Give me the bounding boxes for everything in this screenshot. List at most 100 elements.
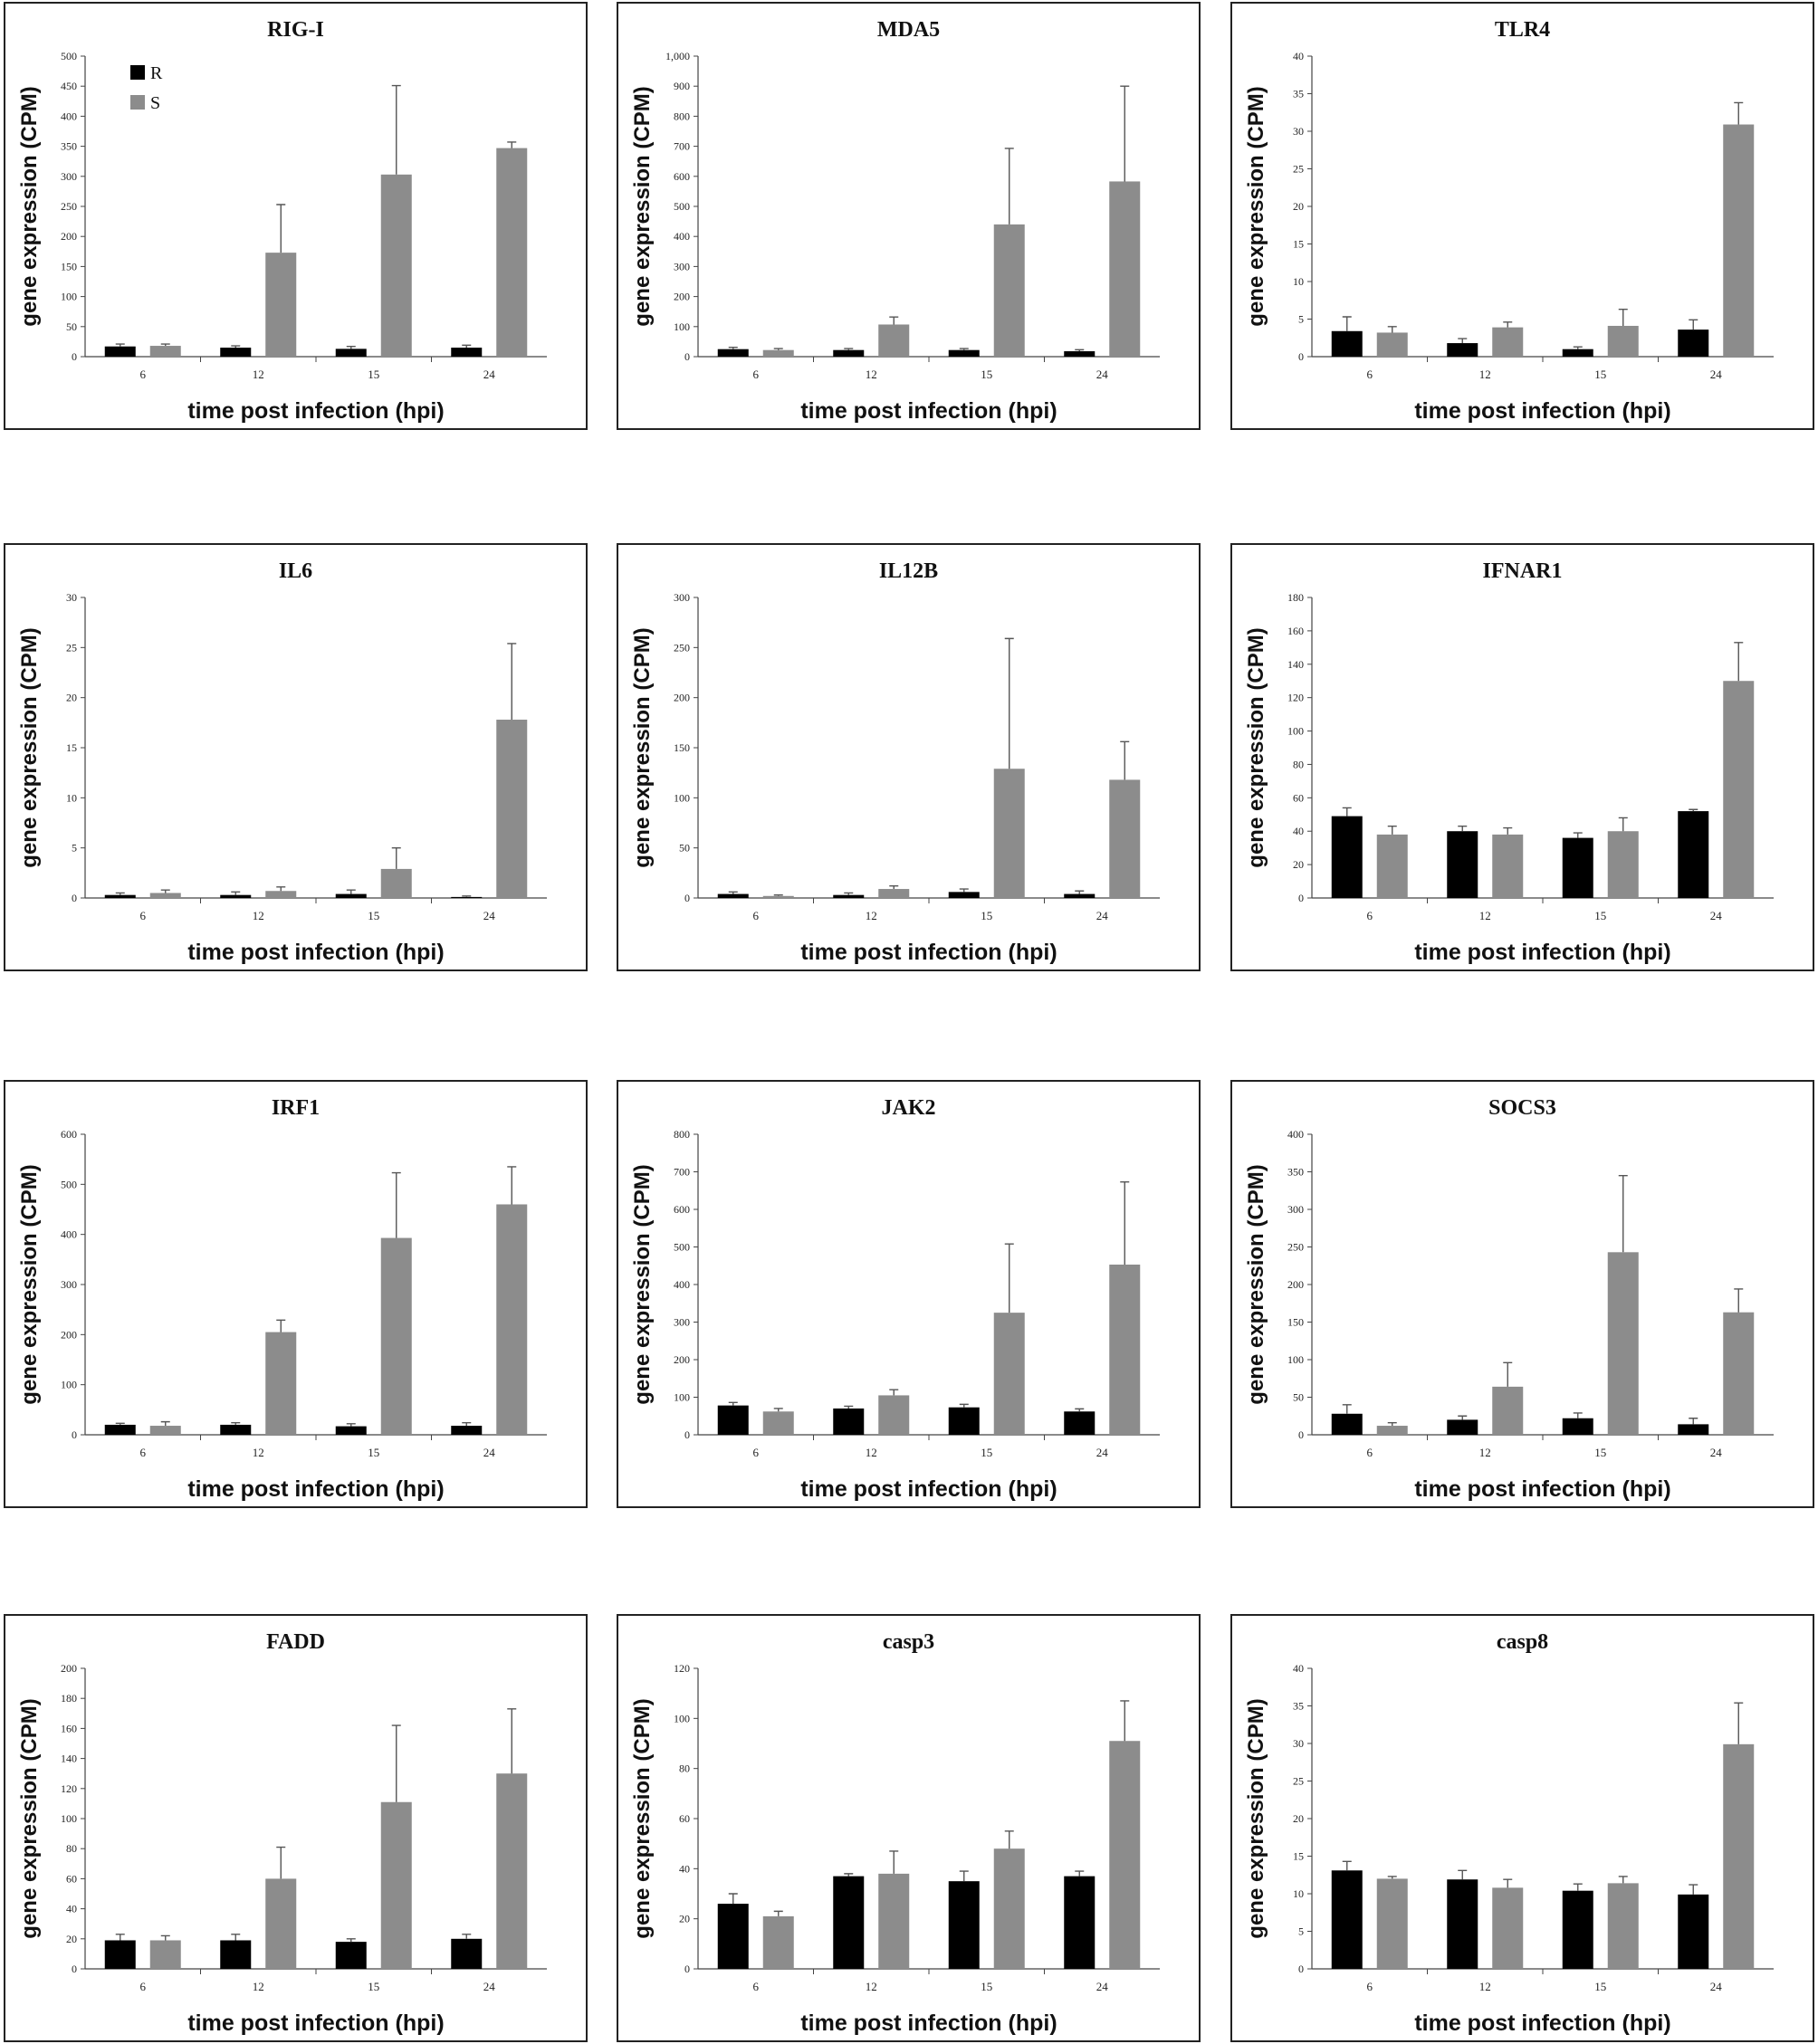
bar-R [1331,816,1363,898]
bar-S [496,720,528,898]
chart-title: SOCS3 [1488,1096,1556,1120]
y-tick-label: 300 [61,1278,77,1291]
error-bar [1387,1876,1397,1879]
error-bar [959,1870,969,1882]
x-axis-label: time post infection (hpi) [1414,2011,1670,2036]
chart-panel: IRF1 0 100 200 300 400 500 600 gene expression (… [4,1080,588,1508]
bar-S [762,895,794,898]
x-tick-label: 24 [483,909,496,922]
y-tick-label: 35 [1293,88,1304,100]
y-tick-label: 10 [1293,1887,1304,1900]
bar-S [1607,1883,1639,1969]
error-bar [507,1166,517,1205]
error-bar [889,1850,899,1874]
error-bar [1734,1702,1744,1744]
x-tick-label: 6 [1367,368,1373,381]
y-tick-label: 400 [61,110,77,122]
error-bar [1004,1830,1014,1849]
error-bar [391,1171,401,1238]
y-axis-label: gene expression (CPM) [1244,86,1268,326]
chart-title: casp8 [1497,1630,1548,1654]
error-bar [1075,1408,1085,1412]
error-bar [1458,338,1468,344]
y-tick-label: 120 [61,1782,77,1795]
x-tick-label: 15 [1594,909,1606,922]
y-tick-label: 200 [674,1353,690,1366]
y-tick-label: 30 [66,591,77,604]
error-bar [1075,890,1085,894]
chart-panel: casp8 0 5 10 15 20 25 30 35 40 gene expression (CP… [1230,1614,1814,2042]
error-bar [1689,1418,1698,1425]
bar-S [1723,1312,1755,1435]
bar-S [1492,327,1524,357]
error-bar [1734,642,1744,682]
bar-S [1376,1878,1408,1969]
y-tick-label: 700 [674,1166,690,1179]
bar-R [833,1408,865,1435]
y-tick-label: 40 [679,1862,690,1875]
bar-R [717,349,749,357]
chart-title: RIG-I [267,18,324,42]
error-bar [1689,1884,1698,1895]
bar-R [1447,831,1478,898]
panel-frame [617,1080,1201,1508]
bar-R [1447,1419,1478,1435]
panel-frame [4,543,588,971]
bar-S [380,1801,412,1969]
error-bar [1120,1181,1130,1266]
bar-S [380,1237,412,1435]
x-tick-label: 12 [866,368,877,381]
x-tick-label: 15 [981,909,992,922]
error-bar [1503,826,1513,835]
bar-S [993,769,1025,898]
error-bar [276,1319,286,1332]
bar-R [1064,351,1096,357]
error-bar [1618,309,1628,326]
chart-title: IRF1 [272,1096,320,1120]
error-bar [276,886,286,892]
x-tick-label: 12 [866,1980,877,1993]
bar-S [380,174,412,357]
error-bar [346,1938,356,1943]
x-tick-label: 12 [866,909,877,922]
y-axis-label: gene expression (CPM) [17,1698,42,1938]
y-tick-label: 40 [1293,825,1304,837]
error-bar [1573,1883,1583,1891]
y-tick-label: 150 [674,741,690,754]
error-bar [728,347,738,349]
error-bar [844,1405,854,1409]
bar-S [1607,325,1639,357]
y-tick-label: 15 [66,741,77,754]
x-tick-label: 6 [1367,1980,1373,1993]
y-tick-label: 10 [1293,275,1304,288]
x-tick-label: 15 [368,909,379,922]
error-bar [507,141,517,148]
error-bar [1573,1412,1583,1418]
error-bar [276,1846,286,1879]
error-bar [1075,1870,1085,1877]
bar-R [335,349,367,357]
y-axis-label: gene expression (CPM) [1244,1164,1268,1404]
y-tick-label: 600 [674,1203,690,1216]
error-bar [728,1893,738,1905]
x-tick-label: 12 [253,909,264,922]
x-tick-label: 6 [1367,1446,1373,1459]
error-bar [115,343,125,347]
error-bar [959,348,969,350]
y-tick-label: 900 [674,80,690,92]
y-tick-label: 700 [674,140,690,153]
y-tick-label: 30 [1293,125,1304,138]
y-tick-label: 20 [679,1913,690,1925]
x-tick-label: 15 [981,368,992,381]
y-tick-label: 250 [61,200,77,213]
error-bar [1342,1860,1352,1871]
bar-R [220,894,252,898]
error-bar [773,1408,783,1412]
y-tick-label: 0 [1298,1428,1304,1441]
y-tick-label: 15 [1293,1850,1304,1863]
y-tick-label: 40 [1293,1662,1304,1675]
bar-R [1678,1894,1709,1969]
bar-R [1447,1879,1478,1969]
y-tick-label: 100 [61,1379,77,1391]
y-tick-label: 100 [674,791,690,804]
